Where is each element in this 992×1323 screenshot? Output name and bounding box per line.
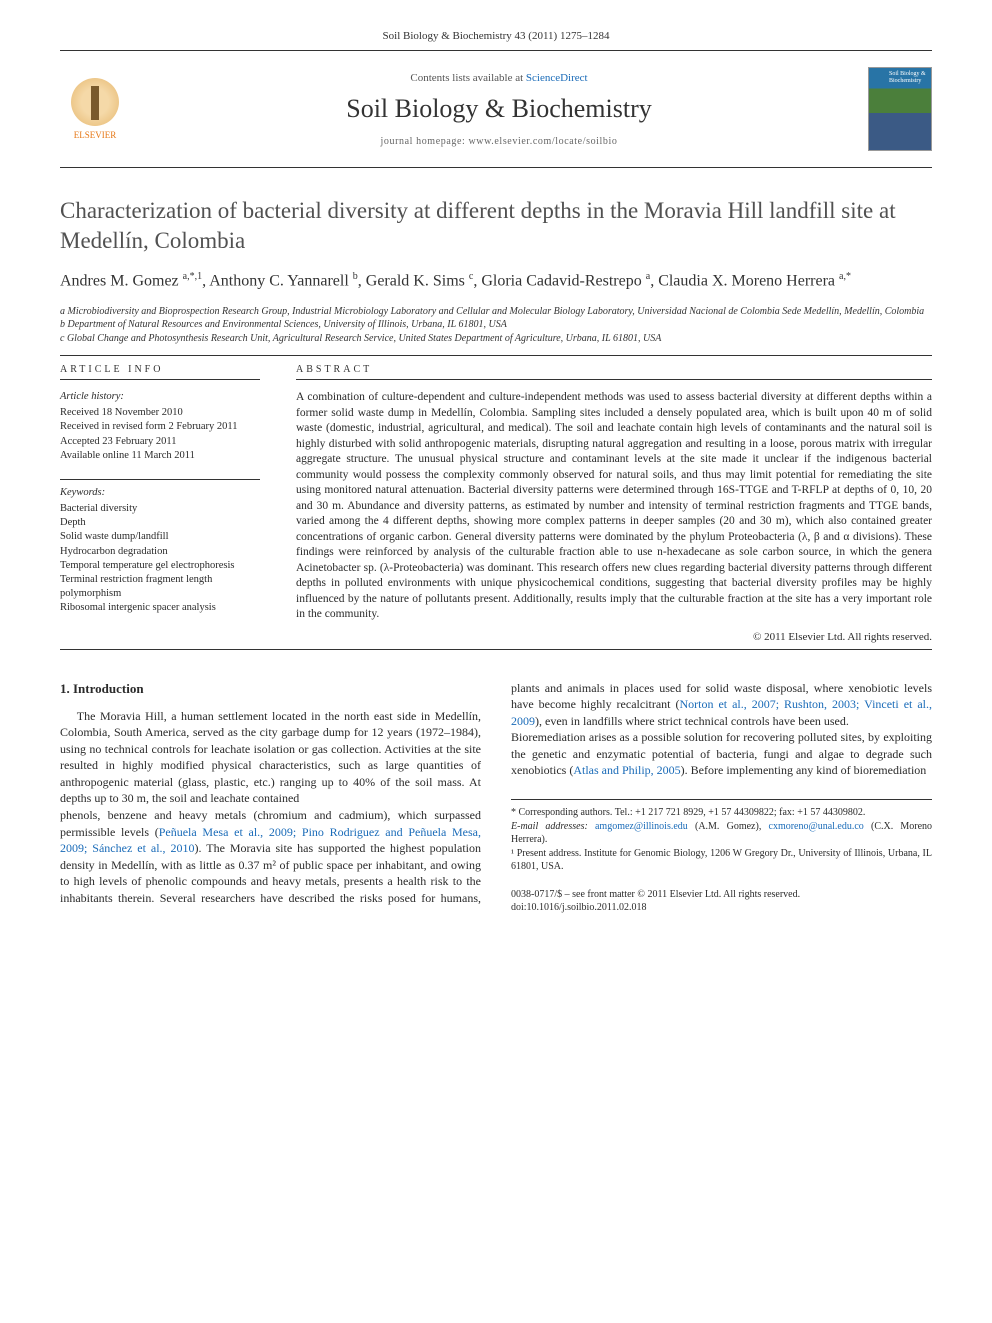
history-line: Accepted 23 February 2011 [60,435,260,449]
elsevier-logo: ELSEVIER [60,69,130,149]
rule-under-masthead [60,167,932,168]
masthead-center: Contents lists available at ScienceDirec… [130,72,868,147]
journal-title: Soil Biology & Biochemistry [130,94,868,124]
article-info-column: ARTICLE INFO Article history: Received 1… [60,364,260,643]
keyword-line: Ribosomal intergenic spacer analysis [60,601,260,615]
authors-line: Andres M. Gomez a,*,1, Anthony C. Yannar… [60,270,932,293]
article-info-heading: ARTICLE INFO [60,364,260,380]
section-heading-introduction: 1. Introduction [60,680,481,698]
corresponding-authors-note: * Corresponding authors. Tel.: +1 217 72… [511,806,932,820]
journal-cover-thumbnail [868,67,932,151]
elsevier-tree-icon [71,78,119,126]
keyword-line: Terminal restriction fragment length pol… [60,573,260,601]
contents-prefix: Contents lists available at [410,72,525,84]
journal-homepage: journal homepage: www.elsevier.com/locat… [130,136,868,147]
abstract-column: ABSTRACT A combination of culture-depend… [296,364,932,643]
body-two-columns: 1. Introduction The Moravia Hill, a huma… [60,680,932,914]
body-paragraph: Bioremediation arises as a possible solu… [511,729,932,779]
keyword-line: Depth [60,516,260,530]
keyword-line: Solid waste dump/landfill [60,530,260,544]
doi-block: 0038-0717/$ – see front matter © 2011 El… [511,888,932,914]
affiliation-line: a Microbiodiversity and Bioprospection R… [60,305,932,319]
journal-reference: Soil Biology & Biochemistry 43 (2011) 12… [60,30,932,42]
doi-line: doi:10.1016/j.soilbio.2011.02.018 [511,901,932,914]
abstract-text: A combination of culture-dependent and c… [296,390,932,623]
abstract-heading: ABSTRACT [296,364,932,380]
affiliation-line: c Global Change and Photosynthesis Resea… [60,332,932,346]
present-address-note: ¹ Present address. Institute for Genomic… [511,847,932,874]
rule-under-affiliations [60,355,932,356]
emails-label: E-mail addresses: [511,821,588,832]
keyword-line: Hydrocarbon degradation [60,545,260,559]
history-line: Received 18 November 2010 [60,406,260,420]
keyword-line: Bacterial diversity [60,502,260,516]
email-attribution: (A.M. Gomez) [695,821,759,832]
body-paragraph: The Moravia Hill, a human settlement loc… [60,708,481,807]
masthead: ELSEVIER Contents lists available at Sci… [60,57,932,161]
article-title: Characterization of bacterial diversity … [60,196,932,256]
footnotes: * Corresponding authors. Tel.: +1 217 72… [511,799,932,874]
rule-top [60,50,932,51]
keyword-line: Temporal temperature gel electrophoresis [60,559,260,573]
abstract-copyright: © 2011 Elsevier Ltd. All rights reserved… [296,631,932,643]
rule-info-mid [60,479,260,480]
article-history: Article history: Received 18 November 20… [60,390,260,463]
affiliation-line: b Department of Natural Resources and En… [60,318,932,332]
contents-available-line: Contents lists available at ScienceDirec… [130,72,868,84]
affiliations: a Microbiodiversity and Bioprospection R… [60,305,932,346]
publisher-name: ELSEVIER [74,130,117,140]
email-link[interactable]: amgomez@illinois.edu [595,821,688,832]
sciencedirect-link[interactable]: ScienceDirect [526,72,588,84]
front-matter-line: 0038-0717/$ – see front matter © 2011 El… [511,888,932,901]
keywords-heading: Keywords: [60,486,260,500]
rule-under-abstract [60,649,932,650]
history-line: Received in revised form 2 February 2011 [60,420,260,434]
history-heading: Article history: [60,390,260,404]
keywords-block: Keywords: Bacterial diversityDepthSolid … [60,486,260,616]
info-abstract-row: ARTICLE INFO Article history: Received 1… [60,364,932,643]
history-line: Available online 11 March 2011 [60,449,260,463]
email-addresses-line: E-mail addresses: amgomez@illinois.edu (… [511,820,932,847]
email-link[interactable]: cxmoreno@unal.edu.co [769,821,864,832]
